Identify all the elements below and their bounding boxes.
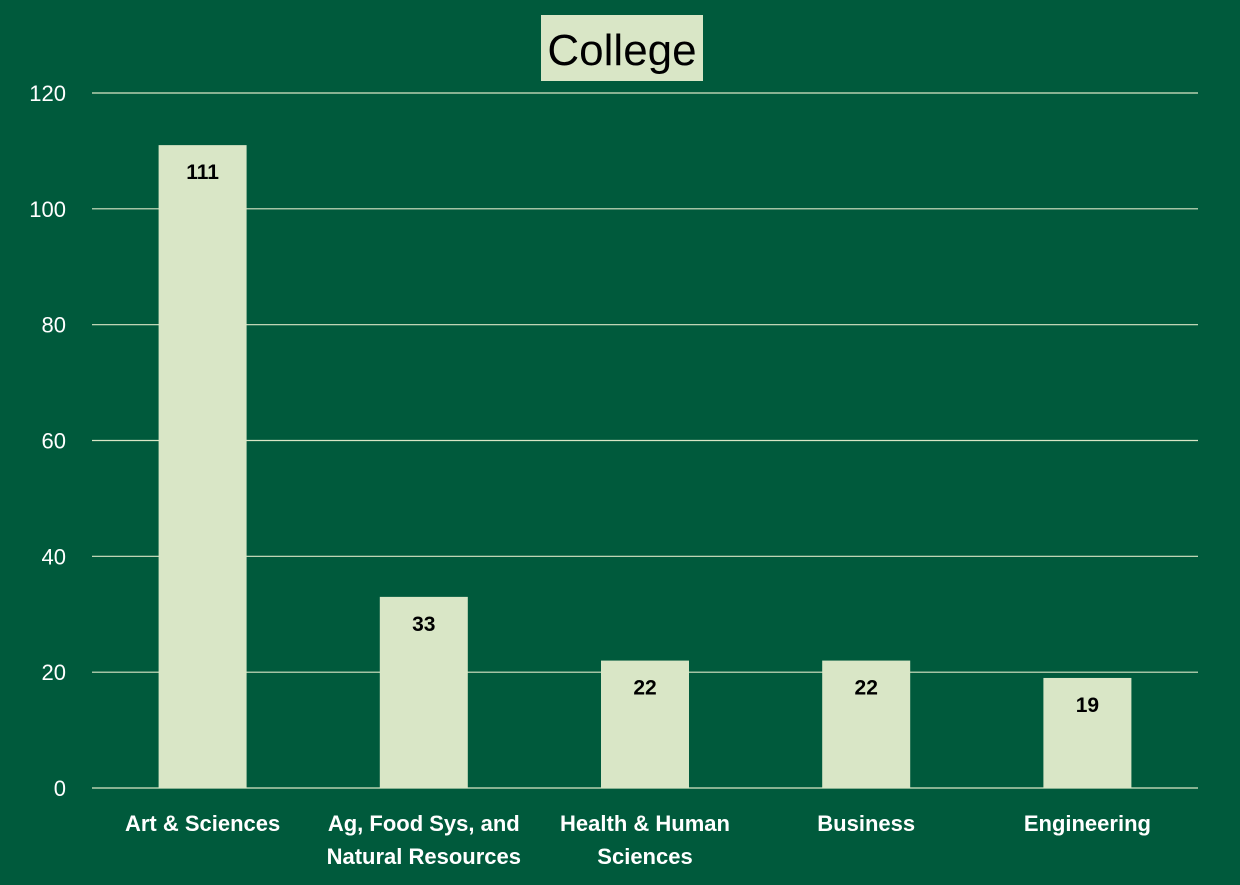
x-tick-label: Health & Human Sciences xyxy=(560,811,730,869)
y-tick-label: 80 xyxy=(42,313,66,338)
x-tick-label-line: Engineering xyxy=(1024,811,1151,836)
bar-value-label: 111 xyxy=(186,161,219,184)
x-tick-label-line: Sciences xyxy=(597,844,692,869)
bar xyxy=(822,660,911,788)
chart-title: College xyxy=(541,15,703,81)
x-tick-label-line: Ag, Food Sys, and xyxy=(328,811,520,836)
bar-value-label: 22 xyxy=(633,677,656,700)
x-tick-label-line: Art & Sciences xyxy=(125,811,280,836)
bar-value-label: 19 xyxy=(1076,694,1099,717)
x-tick-label: Engineering xyxy=(1024,811,1151,836)
chart-title-text: College xyxy=(547,26,696,75)
y-tick-label: 60 xyxy=(42,429,66,454)
x-tick-label-line: Health & Human xyxy=(560,811,730,836)
y-axis-ticks: 0 20 40 60 80 100 120 xyxy=(29,81,66,801)
y-tick-label: 20 xyxy=(42,660,66,685)
bar xyxy=(158,145,247,788)
x-tick-label-line: Business xyxy=(817,811,915,836)
x-tick-label: Business xyxy=(817,811,915,836)
bar-value-label: 22 xyxy=(855,677,878,700)
bar xyxy=(601,660,689,788)
bar xyxy=(379,596,468,788)
x-tick-label-line: Natural Resources xyxy=(327,844,521,869)
bar-value-label: 33 xyxy=(412,613,435,636)
y-tick-label: 100 xyxy=(29,197,66,222)
bar xyxy=(1043,677,1132,788)
y-tick-label: 40 xyxy=(42,544,66,569)
x-axis-labels: Art & Sciences Ag, Food Sys, and Natural R… xyxy=(125,811,1151,869)
x-tick-label: Art & Sciences xyxy=(125,811,280,836)
data-labels: 111 33 22 22 19 xyxy=(186,161,1099,717)
bars xyxy=(158,145,1132,788)
y-tick-label: 0 xyxy=(54,776,66,801)
x-tick-label: Ag, Food Sys, and Natural Resources xyxy=(327,811,521,869)
y-tick-label: 120 xyxy=(29,81,66,106)
chart-title-background xyxy=(541,15,703,81)
